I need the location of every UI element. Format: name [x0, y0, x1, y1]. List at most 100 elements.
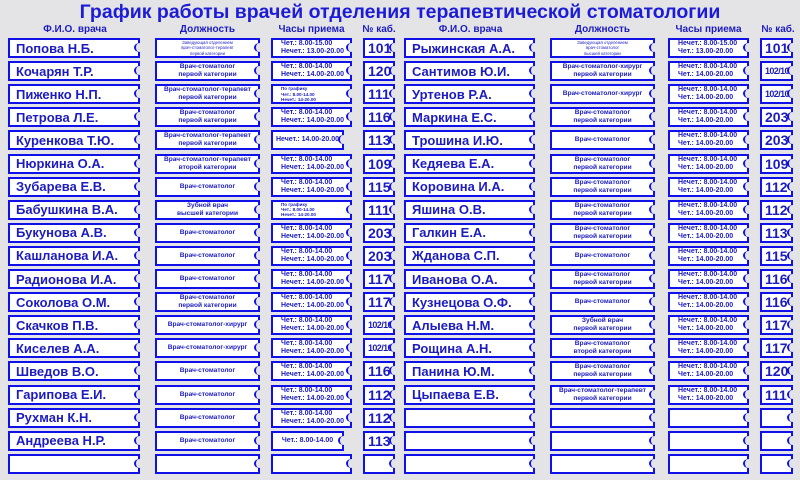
cabinet-number: 111 — [760, 384, 797, 405]
reception-hours: Нечет.: 8.00-14.00 Чет.: 14.00-20.00 — [668, 245, 753, 266]
position-line: первой категории — [178, 94, 237, 102]
position-line: Врач-стоматолог — [574, 363, 631, 371]
reception-hours: Чет.: 8.00-14.00 Нечет.: 14.00-20.00 — [271, 384, 356, 405]
reception-hours: Нечет.: 8.00-14.00 Чет.: 14.00-20.00 — [668, 315, 753, 336]
cabinet-number: 113 — [363, 430, 399, 451]
position-line: Врач-стоматолог — [179, 228, 236, 236]
cabinet-number: 113 — [760, 222, 797, 243]
hours-line: Чет.: 8.00-14.00 — [281, 436, 334, 444]
doctor-position: Врач-стоматолог — [155, 222, 264, 243]
reception-hours: Нечет.: 8.00-14.00 Чет.: 14.00-20.00 — [668, 84, 753, 105]
reception-hours — [668, 407, 753, 428]
position-line: Врач-стоматолог-терапевт — [163, 132, 252, 140]
cabinet-number: 203 — [363, 245, 399, 266]
hours-line: Чет.: 14.00-20.00 — [678, 302, 734, 310]
column-header-hours: Часы приема — [278, 24, 345, 35]
doctor-name: Трошина И.Ю. — [404, 130, 539, 151]
cabinet-number — [760, 453, 797, 474]
doctor-name: Коровина И.А. — [404, 176, 539, 197]
hours-line: Нечет.: 8.00-14.00 — [678, 247, 738, 255]
position-line: Врач-стоматолог-терапевт — [163, 155, 252, 163]
doctor-position: Врач-стоматолог первой категории — [155, 292, 264, 313]
doctor-position: Врач-стоматолог — [155, 176, 264, 197]
reception-hours: Нечет.: 8.00-14.00 Чет.: 14.00-20.00 — [668, 176, 753, 197]
position-line: первой категории — [573, 117, 632, 125]
hours-line: Чет.: 8.00-14.00 — [281, 178, 333, 186]
reception-hours: Чет.: 8.00-14.00 Нечет.: 14.00-20.00 — [271, 153, 356, 174]
doctor-name: Бабушкина В.А. — [8, 199, 144, 220]
hours-line: Чет.: 14.00-20.00 — [678, 394, 734, 402]
reception-hours: Нечет.: 8.00-14.00 Чет.: 14.00-20.00 — [668, 361, 753, 382]
doctor-position — [550, 453, 659, 474]
hours-line: Чет.: 8.00-14.00 — [281, 363, 333, 371]
doctor-position: Зубной врач первой категории — [550, 315, 659, 336]
doctor-name: Андреева Н.Р. — [8, 430, 144, 451]
reception-hours: Нечет.: 8.00-14.00 Чет.: 14.00-20.00 — [668, 130, 753, 151]
cabinet-number: 112 — [760, 199, 797, 220]
position-line: первой категории — [178, 140, 237, 148]
hours-line: Чет.: 14.00-20.00 — [678, 117, 734, 125]
position-line: Врач-стоматолог-терапевт — [163, 86, 252, 94]
hours-line: Чет.: 14.00-20.00 — [678, 371, 734, 379]
position-line: Врач-стоматолог-хирург — [562, 90, 643, 98]
doctor-name — [404, 453, 539, 474]
hours-line: Чет.: 8.00-14.00 — [281, 224, 333, 232]
cabinet-number — [760, 430, 797, 451]
cabinet-number: 203 — [363, 222, 399, 243]
reception-hours: Чет.: 8.00-14.00 Нечет.: 14.00-20.00 — [271, 361, 356, 382]
doctor-position: Врач-стоматолог-хирург — [550, 84, 659, 105]
doctor-name: Пиженко Н.П. — [8, 84, 144, 105]
position-line: первой категории — [573, 232, 632, 240]
hours-line: Чет.: 14.00-20.00 — [678, 209, 734, 217]
cabinet-number: 111 — [363, 199, 399, 220]
doctor-position: Врач-стоматолог — [155, 269, 264, 289]
doctor-name: Букунова А.В. — [8, 222, 144, 243]
reception-hours — [668, 453, 753, 474]
hours-line: Нечет.: 14.00-20.00 — [281, 302, 345, 310]
hours-line: Чет.: 8.00-14.00 — [281, 386, 333, 394]
position-line: первой категории — [178, 302, 237, 310]
hours-line: По графику — [281, 201, 308, 207]
position-line: Врач-стоматолог — [179, 182, 236, 190]
cabinet-number: 116 — [363, 361, 399, 382]
position-line: первой категории — [573, 394, 632, 402]
reception-hours: По графику Чет.: 8.00-14.00 Нечет.: 14-20.… — [271, 199, 356, 220]
cabinet-number: 115 — [760, 245, 797, 266]
position-line: Врач-стоматолог — [179, 63, 236, 71]
doctor-name: Петрова Л.Е. — [8, 107, 144, 128]
doctor-position: Заведующая отделением врач-стоматолог высш… — [550, 38, 659, 58]
hours-line: Нечет.: 8.00-14.00 — [678, 340, 738, 348]
doctor-position: Врач-стоматолог второй категории — [550, 338, 659, 359]
cabinet-number: 117 — [363, 292, 399, 313]
position-line: первой категории — [573, 186, 632, 194]
doctor-name: Маркина Е.С. — [404, 107, 539, 128]
hours-line: Нечет.: 8.00-15.00 — [678, 40, 738, 47]
hours-line: Чет.: 14.00-20.00 — [678, 279, 734, 286]
hours-line: Нечет.: 14.00-20.00 — [275, 136, 340, 144]
hours-line: Чет.: 8.00-14.00 — [281, 317, 333, 325]
reception-hours: Чет.: 8.00-14.00 Нечет.: 14.00-20.00 — [271, 222, 356, 243]
hours-line: Нечет.: 8.00-14.00 — [678, 178, 738, 186]
cabinet-number: 113 — [363, 130, 399, 151]
hours-line: Нечет.: 8.00-14.00 — [678, 294, 738, 302]
position-line: второй категории — [178, 163, 237, 171]
position-line: врач-стоматолог-терапевт — [181, 45, 234, 51]
hours-line: Нечет.: 14.00-20.00 — [281, 232, 345, 240]
position-line: первой категории — [178, 71, 237, 79]
column-header-cabinet: № каб. — [362, 24, 396, 35]
hours-line: Нечет.: 14-20.00 — [281, 96, 316, 102]
reception-hours: Нечет.: 8.00-14.00 Чет.: 14.00-20.00 — [668, 292, 753, 313]
reception-hours: Нечет.: 8.00-14.00 Чет.: 14.00-20.00 — [668, 61, 753, 82]
doctor-name — [8, 453, 144, 474]
reception-hours: Нечет.: 8.00-14.00 Чет.: 14.00-20.00 — [668, 338, 753, 359]
cabinet-number: 112 — [363, 384, 399, 405]
doctor-position: Врач-стоматолог — [550, 130, 659, 151]
doctor-name: Соколова О.М. — [8, 292, 144, 313]
hours-line: Нечет.: 14.00-20.00 — [281, 163, 345, 171]
position-line: Врач-стоматолог-хирург — [167, 321, 248, 329]
hours-line: Нечет.: 8.00-14.00 — [678, 224, 738, 232]
doctor-name: Кочарян Т.Р. — [8, 61, 144, 82]
position-line: первой категории — [573, 163, 632, 171]
hours-line: Нечет.: 13.00-20.00 — [281, 48, 345, 55]
hours-line: Чет.: 8.00-14.00 — [281, 155, 333, 163]
